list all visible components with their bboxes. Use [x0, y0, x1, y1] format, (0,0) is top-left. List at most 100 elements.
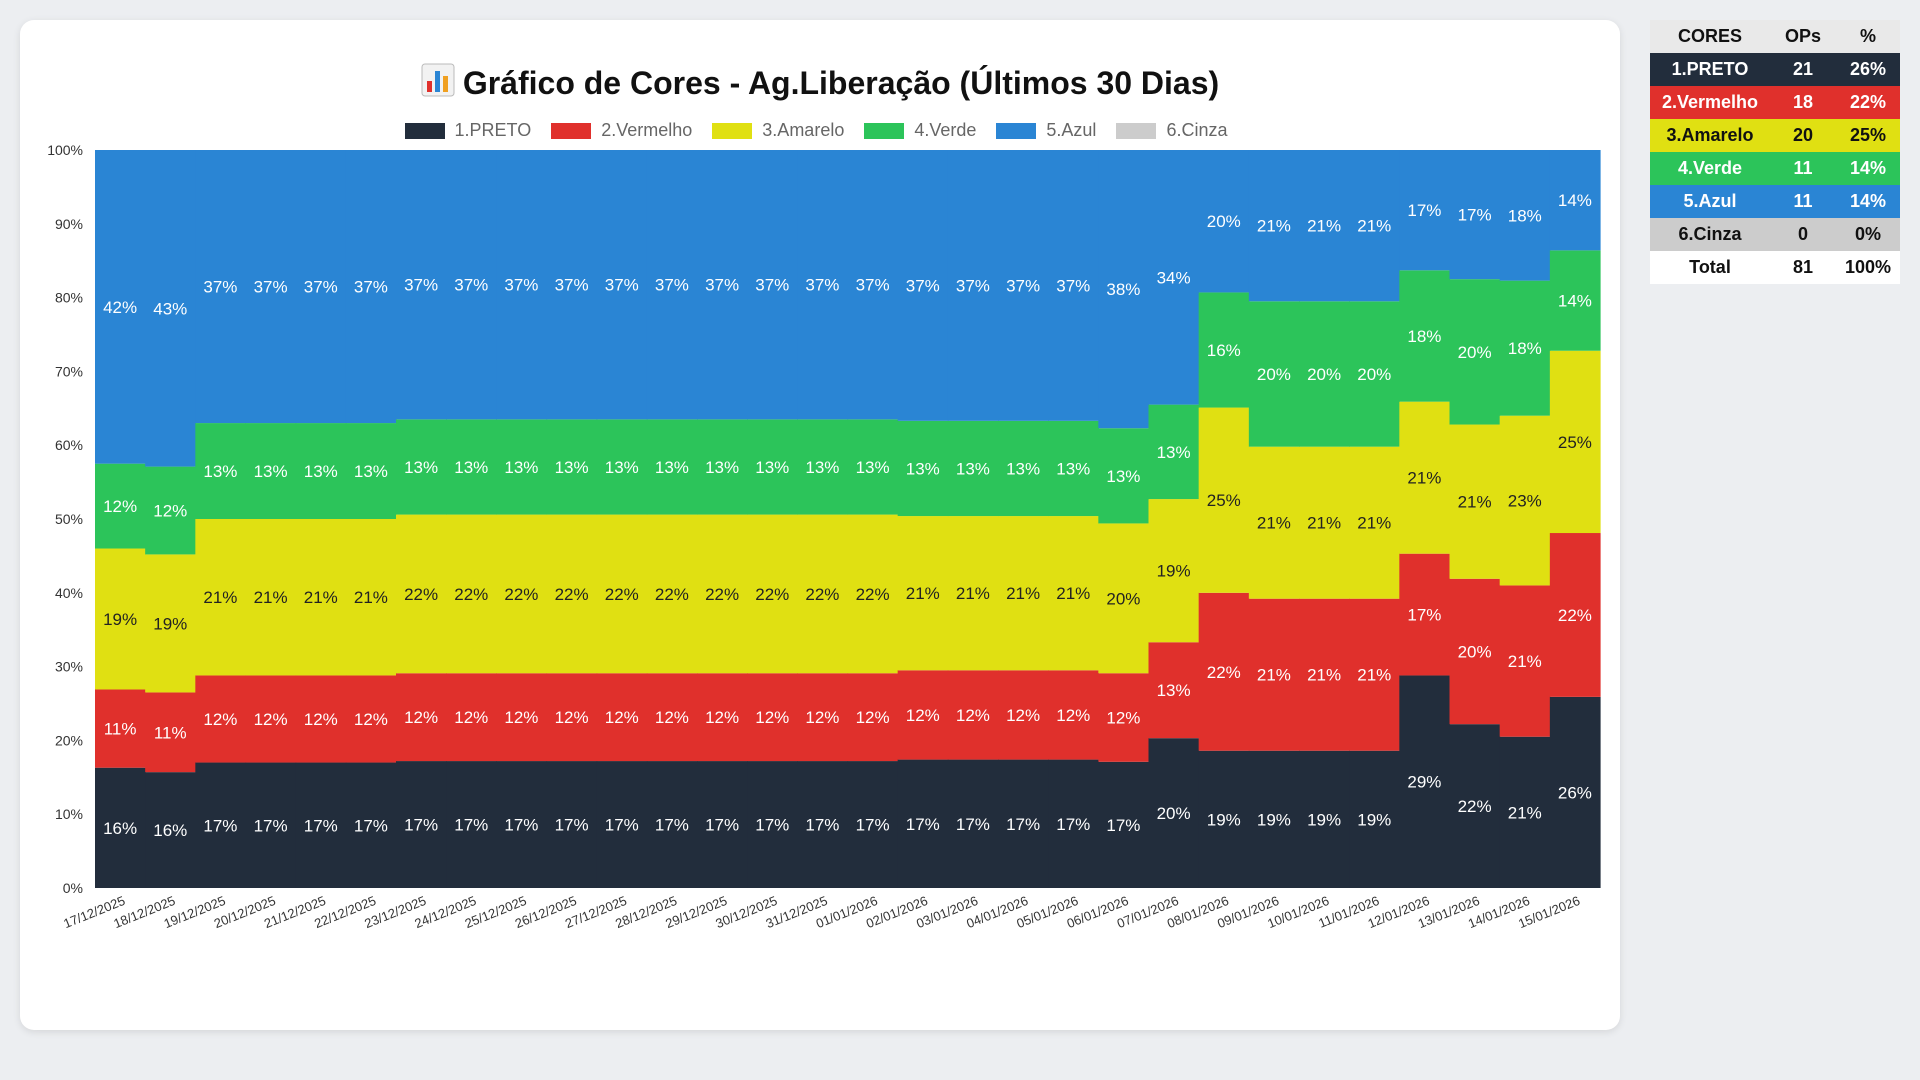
data-label: 25% [1558, 433, 1592, 452]
data-label: 12% [103, 497, 137, 516]
data-label: 19% [1257, 810, 1291, 829]
summary-cell-ops: 11 [1793, 158, 1813, 178]
data-label: 37% [705, 276, 739, 295]
data-label: 13% [555, 458, 589, 477]
data-label: 17% [755, 816, 789, 835]
data-label: 17% [956, 815, 990, 834]
bar-segment [195, 762, 247, 888]
bar-segment [1198, 407, 1250, 593]
bar-segment [95, 767, 146, 888]
legend-swatch [551, 122, 592, 139]
bar-segment [1098, 673, 1150, 762]
data-label: 20% [1257, 365, 1291, 384]
data-label: 37% [555, 276, 589, 295]
data-label: 18% [1508, 206, 1542, 225]
summary-total-name: Total [1650, 251, 1770, 284]
bar-segment [345, 423, 397, 519]
bar-segment [797, 419, 849, 515]
bar-segment [1299, 446, 1350, 599]
bar-segment [596, 150, 648, 420]
data-label: 12% [805, 708, 839, 727]
legend-item[interactable]: 6.Cinza [1116, 120, 1227, 141]
legend-item[interactable]: 5.Azul [996, 120, 1096, 141]
data-label: 17% [354, 816, 388, 835]
data-label: 13% [404, 458, 438, 477]
data-label: 13% [1056, 459, 1090, 478]
bar-segment [1198, 150, 1250, 293]
summary-cell-name: 2.Vermelho [1661, 92, 1759, 112]
bar-segment [396, 514, 447, 674]
data-label: 37% [504, 276, 538, 295]
bar-segment [1148, 499, 1200, 643]
bar-segment [1399, 270, 1451, 402]
summary-row: 2.Vermelho 18 22% [1650, 86, 1900, 119]
data-label: 16% [153, 821, 187, 840]
summary-header-ops: OPs [1770, 20, 1836, 53]
bar-segment [345, 762, 397, 888]
bar-segment [1098, 523, 1150, 674]
bar-segment [847, 150, 899, 420]
legend-item[interactable]: 1.PRETO [404, 120, 531, 141]
data-label: 16% [1207, 341, 1241, 360]
bar-segment [998, 150, 1049, 421]
data-label: 13% [906, 459, 940, 478]
data-label: 21% [1307, 514, 1341, 533]
data-label: 12% [705, 708, 739, 727]
data-label: 37% [254, 278, 288, 297]
data-label: 17% [504, 816, 538, 835]
data-label: 18% [1508, 339, 1542, 358]
data-label: 20% [1307, 365, 1341, 384]
bar-segment [646, 673, 698, 762]
bar-segment [145, 692, 196, 773]
chart-title-text: Gráfico de Cores - Ag.Liberação (Últimos… [462, 65, 1220, 101]
bar-segment [1399, 401, 1451, 554]
data-label: 21% [1357, 514, 1391, 533]
bar-segment [1349, 150, 1400, 302]
data-label: 12% [605, 708, 639, 727]
bar-segment [1349, 598, 1400, 751]
bar-segment [1248, 150, 1300, 302]
summary-total-ops: 81 [1770, 251, 1836, 284]
summary-row: 1.PRETO 21 26% [1650, 53, 1900, 86]
bar-segment [1549, 696, 1601, 888]
legend-item[interactable]: 2.Vermelho [551, 120, 692, 141]
bar-segment [546, 419, 598, 515]
data-label: 20% [1357, 365, 1391, 384]
y-tick-label: 60% [55, 437, 83, 453]
data-label: 17% [856, 816, 890, 835]
bar-segment [345, 675, 397, 763]
summary-cell-ops: 0 [1797, 224, 1808, 244]
data-label: 42% [103, 298, 137, 317]
bar-segment [396, 673, 447, 762]
data-label: 12% [203, 710, 237, 729]
legend-swatch [864, 122, 905, 139]
legend-item[interactable]: 3.Amarelo [712, 120, 844, 141]
y-tick-label: 40% [55, 585, 83, 601]
bar-segment [947, 150, 999, 421]
bar-segment [747, 761, 798, 888]
bar-segment [496, 150, 548, 420]
bar-segment [897, 420, 949, 517]
data-label: 21% [1307, 666, 1341, 685]
data-label: 11% [154, 723, 187, 742]
data-label: 43% [153, 299, 187, 318]
data-label: 22% [1558, 606, 1592, 625]
data-label: 37% [805, 276, 839, 295]
y-tick-label: 100% [47, 142, 83, 158]
data-label: 21% [354, 588, 388, 607]
y-tick-label: 20% [55, 732, 83, 748]
bar-segment [697, 150, 748, 420]
data-label: 13% [504, 458, 538, 477]
data-label: 25% [1207, 491, 1241, 510]
bar-segment [897, 670, 949, 760]
bar-segment [596, 673, 648, 762]
data-label: 22% [605, 585, 639, 604]
data-label: 11% [104, 720, 137, 739]
data-label: 13% [705, 458, 739, 477]
data-label: 17% [655, 816, 689, 835]
y-tick-label: 0% [63, 880, 83, 896]
data-label: 38% [1106, 280, 1140, 299]
summary-cell-pct: 25% [1849, 125, 1887, 145]
bar-segment [947, 516, 999, 671]
legend-item[interactable]: 4.Verde [864, 120, 976, 141]
